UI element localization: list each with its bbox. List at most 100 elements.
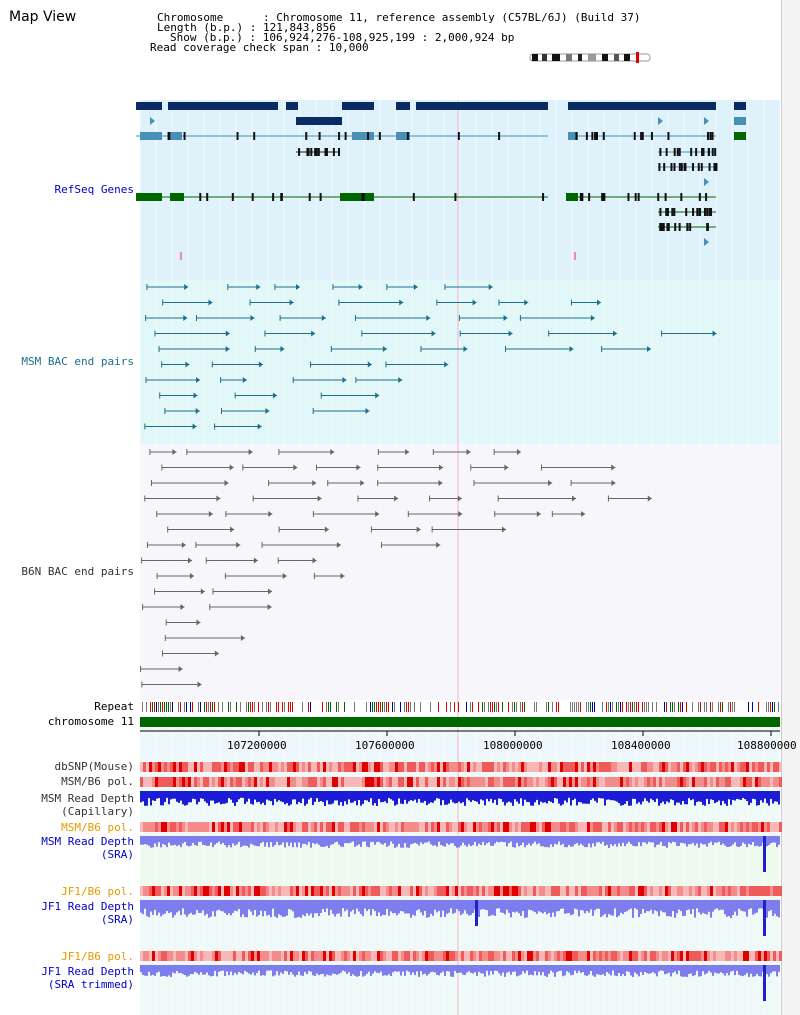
track-label-msm-depth-sra-1[interactable]: MSM Read Depth — [41, 835, 134, 848]
read-depth-bar — [472, 900, 474, 914]
repeat-element — [718, 702, 719, 712]
track-label-msm-depth-cap-1[interactable]: MSM Read Depth — [41, 792, 134, 805]
read-depth-bar — [520, 965, 522, 975]
polymorphism-cell — [209, 762, 212, 772]
repeat-element — [204, 702, 205, 712]
polymorphism-cell — [521, 951, 524, 961]
read-depth-bar — [704, 791, 706, 806]
polymorphism-cell — [590, 822, 593, 832]
read-depth-bar — [734, 836, 736, 843]
track-label-refseq[interactable]: RefSeq Genes — [54, 183, 134, 196]
polymorphism-cell — [353, 762, 356, 772]
polymorphism-cell — [473, 822, 476, 832]
track-label-msm-depth-cap-2: (Capillary) — [61, 805, 134, 818]
polymorphism-cell — [146, 822, 149, 832]
polymorphism-cell — [455, 822, 458, 832]
polymorphism-cell — [560, 822, 563, 832]
read-depth-bar — [346, 791, 348, 805]
polymorphism-cell — [719, 762, 722, 772]
read-depth-bar — [160, 900, 162, 917]
track-label-msm-b6-pol-2[interactable]: MSM/B6 pol. — [61, 821, 134, 834]
polymorphism-cell — [251, 822, 254, 832]
polymorphism-cell — [620, 822, 623, 832]
polymorphism-cell — [554, 951, 557, 961]
read-depth-bar — [178, 900, 180, 911]
track-label-msm-bac[interactable]: MSM BAC end pairs — [21, 355, 134, 368]
msm-bac-end — [250, 315, 255, 321]
track-label-msm-b6-pol-1[interactable]: MSM/B6 pol. — [61, 775, 134, 788]
read-depth-bar — [716, 900, 718, 909]
polymorphism-cell — [527, 762, 530, 772]
read-depth-bar — [290, 965, 292, 972]
polymorphism-cell — [710, 886, 713, 896]
track-label-b6n-bac[interactable]: B6N BAC end pairs — [21, 565, 134, 578]
read-depth-bar — [156, 836, 158, 847]
polymorphism-cell — [341, 886, 344, 896]
polymorphism-cell — [206, 762, 209, 772]
read-depth-bar — [604, 965, 606, 976]
read-depth-bar — [424, 791, 426, 801]
read-depth-bar — [550, 836, 552, 845]
polymorphism-cell — [290, 822, 293, 832]
gene-exon — [706, 223, 709, 231]
track-label-jf1-b6-pol-2[interactable]: JF1/B6 pol. — [61, 950, 134, 963]
b6n-bac-end — [317, 495, 322, 502]
polymorphism-cell — [392, 822, 395, 832]
read-depth-bar — [158, 900, 160, 913]
polymorphism-cell — [620, 951, 623, 961]
read-depth-bar — [538, 965, 540, 972]
polymorphism-cell — [251, 886, 254, 896]
read-depth-bar — [410, 900, 412, 918]
track-label-jf1-depth-sra-1[interactable]: JF1 Read Depth — [41, 900, 134, 913]
polymorphism-cell — [341, 951, 344, 961]
read-depth-bar — [592, 900, 594, 916]
polymorphism-cell — [677, 951, 680, 961]
read-depth-bar — [688, 791, 690, 799]
read-depth-bar — [256, 900, 258, 917]
polymorphism-cell — [290, 777, 293, 787]
read-depth-bar — [614, 791, 616, 801]
track-label-dbsnp[interactable]: dbSNP(Mouse) — [54, 760, 134, 773]
read-depth-bar — [522, 836, 524, 843]
polymorphism-cell — [302, 777, 305, 787]
scrollbar[interactable] — [781, 0, 800, 1015]
polymorphism-cell — [542, 886, 545, 896]
polymorphism-cell — [428, 777, 431, 787]
polymorphism-cell — [185, 886, 188, 896]
polymorphism-cell — [713, 886, 716, 896]
polymorphism-cell — [197, 951, 200, 961]
read-depth-bar — [332, 965, 334, 974]
gene-exon — [378, 132, 381, 140]
b6n-bac-end — [375, 511, 380, 517]
read-depth-bar — [370, 791, 372, 799]
read-depth-bar — [632, 900, 634, 918]
read-depth-bar — [470, 791, 472, 802]
repeat-element — [572, 702, 573, 712]
read-depth-bar — [720, 965, 722, 973]
chromosome-ideogram[interactable] — [528, 52, 654, 64]
read-depth-bar — [302, 900, 304, 915]
read-depth-bar — [458, 965, 460, 973]
polymorphism-cell — [386, 822, 389, 832]
polymorphism-cell — [569, 822, 572, 832]
read-depth-bar — [518, 965, 520, 976]
read-depth-bar — [454, 900, 456, 913]
read-depth-bar — [254, 965, 256, 976]
polymorphism-cell — [740, 951, 743, 961]
track-label-jf1-depth-trim-1[interactable]: JF1 Read Depth — [41, 965, 134, 978]
polymorphism-cell — [776, 762, 779, 772]
read-depth-bar — [314, 965, 316, 976]
track-label-jf1-b6-pol-1[interactable]: JF1/B6 pol. — [61, 885, 134, 898]
repeat-element — [516, 702, 517, 712]
gene-block — [734, 132, 746, 140]
read-depth-bar — [232, 965, 234, 976]
repeat-element — [766, 702, 767, 712]
track-label-jf1-depth-trim-2: (SRA trimmed) — [47, 978, 134, 991]
read-depth-bar — [390, 965, 392, 977]
read-depth-bar — [272, 965, 274, 977]
track-label-repeat[interactable]: Repeat — [94, 700, 134, 713]
polymorphism-cell — [356, 777, 359, 787]
read-depth-bar — [702, 900, 704, 913]
gene-exon — [684, 163, 687, 171]
